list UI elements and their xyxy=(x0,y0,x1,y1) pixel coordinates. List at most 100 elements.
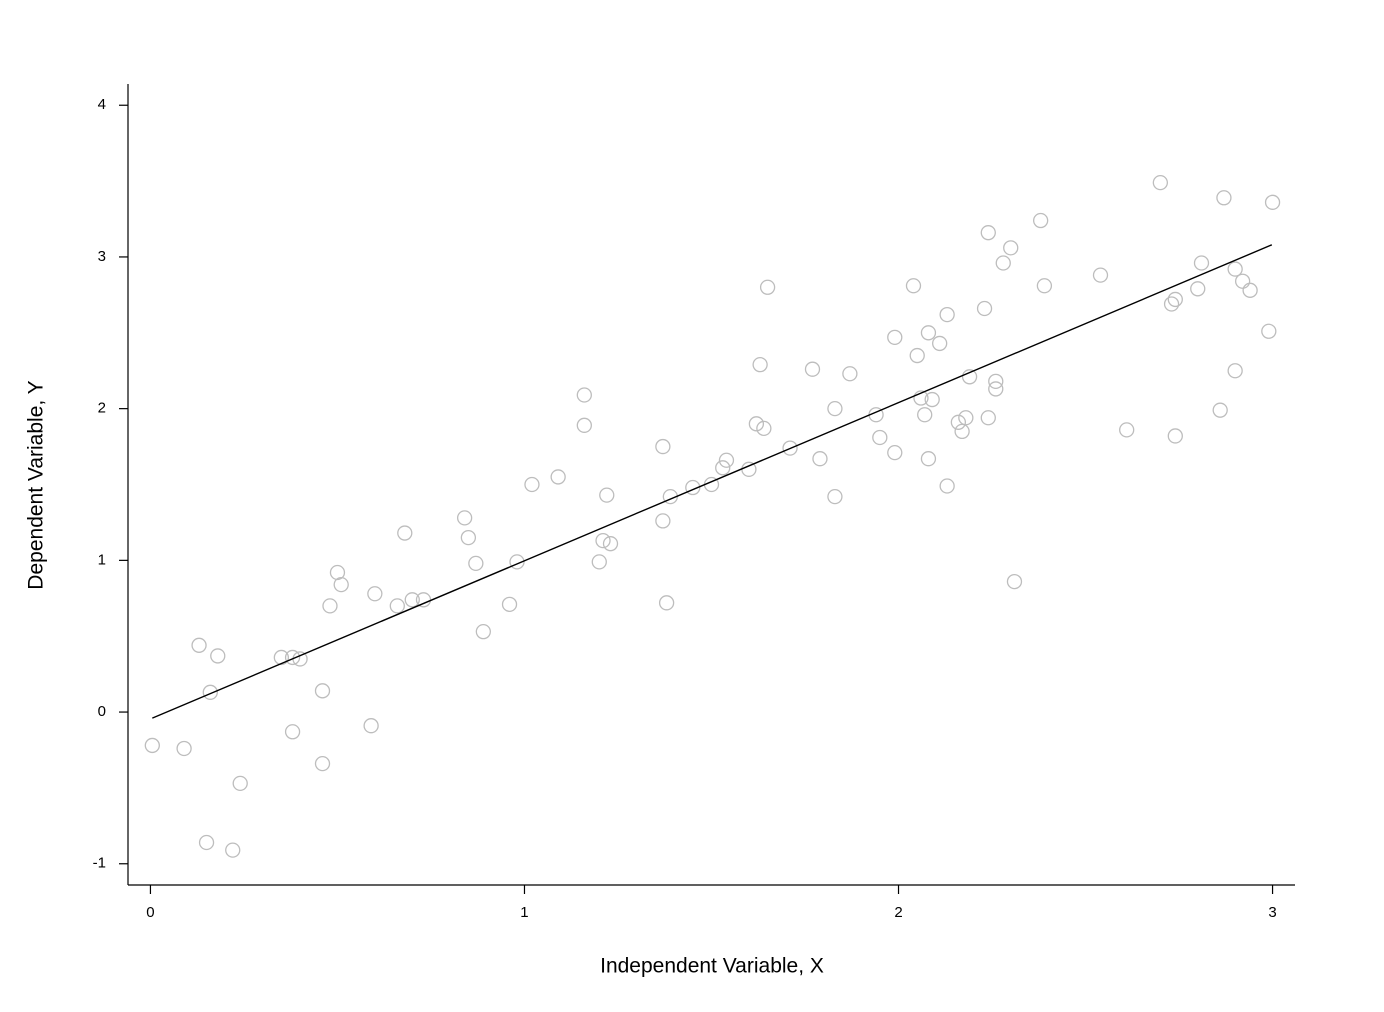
scatter-point xyxy=(144,737,160,754)
scatter-point xyxy=(367,586,383,602)
scatter-point xyxy=(842,366,858,382)
scatter-point xyxy=(1167,428,1183,444)
y-axis-title: Dependent Variable, Y xyxy=(25,380,48,589)
scatter-point xyxy=(524,476,540,493)
scatter-point xyxy=(550,469,566,485)
scatter-point xyxy=(658,595,675,611)
scatter-point xyxy=(995,255,1011,271)
x-tick-label: 0 xyxy=(146,904,154,921)
scatter-point xyxy=(333,576,349,593)
scatter-point xyxy=(685,479,701,496)
scatter-point xyxy=(1163,296,1180,312)
y-tick-label: 0 xyxy=(98,703,106,720)
scatter-point xyxy=(939,478,955,494)
x-tick-label: 2 xyxy=(894,904,902,921)
scatter-point xyxy=(415,592,432,608)
scatter-point xyxy=(954,423,970,440)
scatter-point xyxy=(1242,282,1258,298)
x-tick-label: 3 xyxy=(1268,904,1276,921)
scatter-point xyxy=(1216,190,1232,206)
scatter-point xyxy=(917,407,933,423)
y-tick-label: 4 xyxy=(98,96,106,113)
scatter-point xyxy=(827,488,843,505)
scatter-point xyxy=(460,529,477,546)
y-tick-label: 3 xyxy=(98,248,106,265)
x-tick-label: 1 xyxy=(520,904,528,921)
scatter-point xyxy=(599,487,615,503)
scatter-point xyxy=(232,775,248,792)
scatter-point xyxy=(363,718,379,734)
scatter-point xyxy=(950,414,967,430)
scatter-point xyxy=(273,649,290,666)
scatter-point xyxy=(1190,281,1206,297)
scatter-point xyxy=(988,373,1004,389)
scatter-point xyxy=(576,387,592,403)
scatter-point xyxy=(958,410,974,426)
scatter-point xyxy=(1152,174,1168,191)
scatter-point xyxy=(1003,240,1019,256)
scatter-point xyxy=(804,361,821,377)
scatter-point xyxy=(752,357,768,373)
x-axis-title: Independent Variable, X xyxy=(600,955,824,978)
scatter-point xyxy=(1119,422,1135,438)
scatter-point xyxy=(501,596,518,612)
scatter-point xyxy=(202,684,218,700)
scatter-point xyxy=(887,329,903,345)
scatter-point xyxy=(468,555,484,572)
scatter-point xyxy=(591,554,607,570)
scatter-point xyxy=(1033,212,1049,229)
scatter-point xyxy=(191,637,207,653)
scatter-point xyxy=(456,510,473,526)
scatter-point xyxy=(1006,573,1023,590)
scatter-point xyxy=(389,598,405,614)
scatter-point xyxy=(715,460,731,476)
scatter-point xyxy=(176,740,192,757)
scatter-point xyxy=(939,306,955,323)
scatter-point xyxy=(909,347,925,364)
scatter-point xyxy=(284,724,301,740)
scatter-point xyxy=(1264,194,1281,210)
scatter-point xyxy=(748,416,765,432)
scatter-point xyxy=(905,278,922,294)
scatter-point xyxy=(198,834,215,851)
scatter-point xyxy=(988,381,1004,397)
scatter-point xyxy=(1261,323,1277,339)
scatter-point xyxy=(1234,273,1251,289)
scatter-point xyxy=(872,429,888,446)
scatter-point xyxy=(397,525,413,541)
scatter-point xyxy=(1227,363,1243,379)
scatter-point xyxy=(924,391,940,408)
scatter-point xyxy=(314,683,331,699)
scatter-point xyxy=(812,451,828,467)
scatter-point xyxy=(1092,267,1109,283)
scatter-point xyxy=(210,648,226,664)
y-tick-label: 1 xyxy=(98,551,106,568)
scatter-point xyxy=(759,279,776,295)
scatter-point xyxy=(225,842,241,858)
scatter-point xyxy=(284,649,301,666)
scatter-point xyxy=(655,513,671,529)
scatter-point xyxy=(602,536,619,552)
fit-line xyxy=(152,244,1273,719)
scatter-point xyxy=(595,532,611,549)
scatter-point xyxy=(1227,261,1243,277)
scatter-point xyxy=(1167,291,1183,308)
scatter-point xyxy=(1036,278,1053,294)
scatter-point xyxy=(980,225,996,241)
scatter-point xyxy=(827,400,843,417)
scatter-point xyxy=(655,438,671,455)
scatter-point xyxy=(782,440,798,456)
scatter-point xyxy=(1193,255,1210,271)
y-tick-label: 2 xyxy=(98,400,106,417)
scatter-point xyxy=(404,592,420,608)
scatter-point xyxy=(1212,402,1228,418)
scatter-point xyxy=(961,369,978,385)
scatter-point xyxy=(913,390,929,406)
scatter-point xyxy=(756,420,772,437)
y-tick-label: -1 xyxy=(93,855,106,872)
scatter-point xyxy=(980,410,996,426)
scatter-point xyxy=(475,624,491,640)
scatter-point xyxy=(920,325,937,341)
